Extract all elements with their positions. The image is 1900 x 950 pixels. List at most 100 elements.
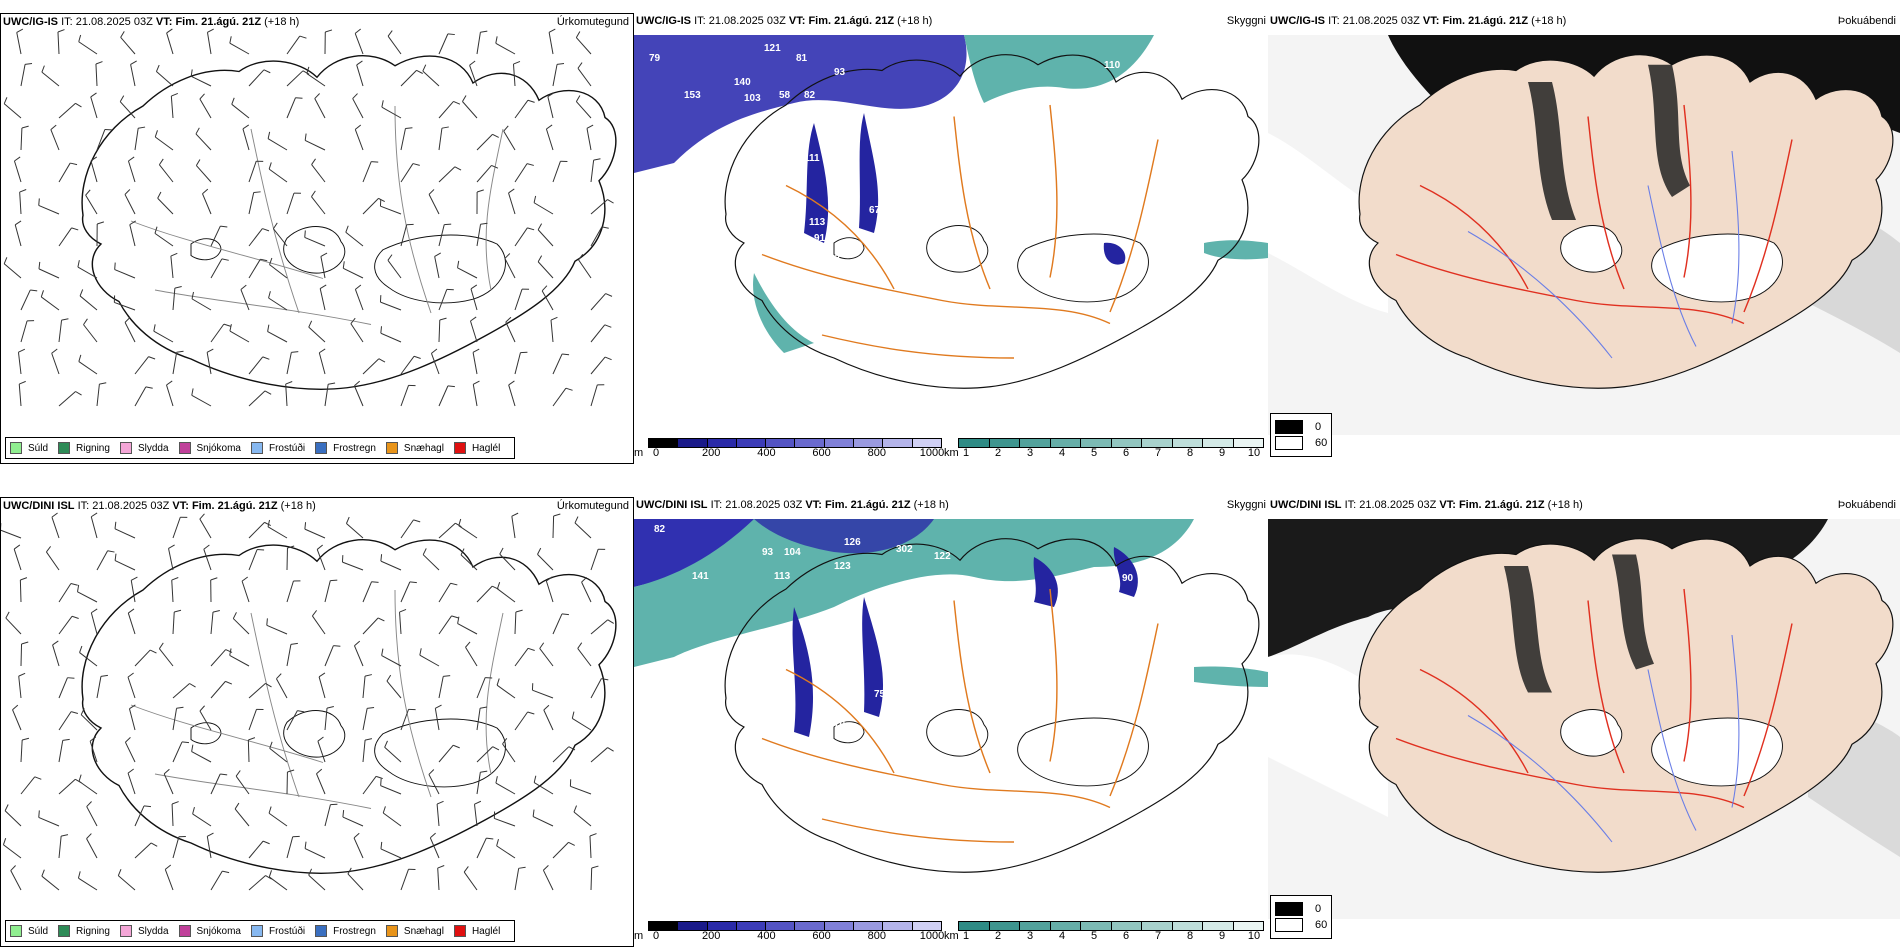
wind-barb-feather bbox=[568, 841, 575, 846]
legend-swatch bbox=[315, 442, 328, 454]
wind-barb-feather bbox=[153, 324, 156, 332]
wind-barb-feather bbox=[223, 323, 231, 327]
wind-barb-feather bbox=[444, 223, 452, 226]
colorbar-tick: 4 bbox=[1058, 930, 1066, 942]
wind-barb bbox=[318, 676, 326, 699]
wind-barb-feather bbox=[168, 544, 175, 549]
wind-barb-feather bbox=[508, 188, 515, 194]
wind-barb bbox=[575, 101, 592, 119]
wind-barb bbox=[438, 615, 452, 635]
wind-barb bbox=[499, 553, 516, 571]
wind-barb bbox=[346, 523, 364, 539]
wind-barb-feather bbox=[225, 680, 233, 685]
wind-barb-feather bbox=[264, 521, 271, 526]
wind-barb bbox=[476, 32, 481, 55]
wind-barb bbox=[134, 356, 149, 375]
wind-barb-feather bbox=[276, 673, 282, 680]
wind-barb-feather bbox=[469, 60, 476, 66]
wind-barb bbox=[400, 163, 414, 183]
wind-barb-feather bbox=[70, 162, 78, 166]
wind-barb-feather bbox=[207, 832, 214, 837]
fog-legend: 0 60 bbox=[1270, 413, 1333, 457]
colorbar-tick: 7 bbox=[1154, 447, 1162, 459]
wind-barb bbox=[590, 549, 599, 571]
wind-barb bbox=[1, 529, 22, 539]
wind-barb-feather bbox=[577, 642, 583, 649]
wind-barb bbox=[57, 32, 60, 55]
wind-barb-feather bbox=[503, 125, 509, 132]
wind-barb bbox=[170, 96, 174, 119]
wind-barb-feather bbox=[354, 124, 362, 130]
wind-barb bbox=[269, 264, 288, 279]
colorbar-segment bbox=[1172, 439, 1203, 447]
wind-barb-feather bbox=[387, 254, 393, 261]
wind-barb-feather bbox=[354, 380, 361, 387]
wind-barb bbox=[570, 785, 592, 795]
wind-barb bbox=[20, 64, 26, 87]
wind-barb-feather bbox=[90, 512, 98, 518]
wind-barb bbox=[45, 551, 60, 571]
cloud-base-label: 80 bbox=[894, 155, 906, 166]
wind-barb-feather bbox=[495, 36, 498, 44]
wind-barb-feather bbox=[287, 769, 295, 773]
wind-barb bbox=[38, 816, 60, 827]
wind-barb bbox=[353, 837, 364, 859]
wind-barb bbox=[191, 394, 212, 407]
colorbar-segment bbox=[989, 439, 1020, 447]
wind-barb bbox=[352, 98, 364, 119]
cloud-base-label: 93 bbox=[834, 67, 846, 78]
wind-barb-feather bbox=[18, 348, 26, 353]
wind-barb-feather bbox=[130, 60, 137, 65]
wind-barb-feather bbox=[308, 868, 313, 876]
fog-legend-label: 0 bbox=[1315, 421, 1322, 433]
cloud-base-label: 69 bbox=[1026, 117, 1038, 128]
wind-barb bbox=[171, 580, 174, 603]
wind-barb bbox=[235, 775, 250, 795]
wind-barb-feather bbox=[548, 28, 556, 33]
wind-barb-feather bbox=[52, 640, 59, 646]
wind-barb-feather bbox=[127, 672, 134, 678]
wind-barb-feather bbox=[51, 512, 58, 518]
wind-barb-feather bbox=[480, 770, 488, 773]
wind-barb bbox=[590, 324, 606, 343]
wind-barb-feather bbox=[260, 258, 268, 262]
wind-barb bbox=[458, 525, 478, 539]
wind-barb bbox=[511, 516, 516, 539]
wind-barb-feather bbox=[419, 648, 422, 656]
wind-barb bbox=[362, 676, 366, 699]
wind-barb-feather bbox=[428, 189, 435, 195]
wind-barb bbox=[514, 288, 523, 311]
wind-barb-feather bbox=[430, 832, 436, 839]
wind-barb-feather bbox=[364, 738, 373, 741]
cloud-base-label: 126 bbox=[844, 537, 861, 548]
wind-barb-feather bbox=[90, 156, 98, 162]
wind-barb-feather bbox=[107, 550, 115, 553]
wind-barb-feather bbox=[290, 642, 298, 645]
wind-barb bbox=[496, 845, 516, 859]
wind-barb-feather bbox=[605, 293, 613, 297]
colorbar-tick: 800 bbox=[867, 930, 886, 942]
wind-barb bbox=[380, 332, 402, 343]
wind-barb bbox=[552, 613, 563, 635]
legend-item: Frostregn bbox=[315, 925, 376, 937]
cloud-base-label: 63 bbox=[892, 260, 904, 271]
wind-barb bbox=[248, 709, 257, 731]
wind-barb bbox=[195, 133, 212, 151]
wind-barb bbox=[286, 192, 295, 215]
wind-barb bbox=[380, 560, 402, 571]
wind-barb bbox=[324, 580, 331, 603]
wind-barb bbox=[248, 522, 265, 539]
wind-barb-feather bbox=[154, 226, 158, 234]
wind-barb-feather bbox=[533, 195, 537, 203]
wind-barb bbox=[247, 739, 250, 763]
wind-barb bbox=[314, 98, 326, 119]
wind-barb-feather bbox=[148, 356, 156, 360]
wind-barb-feather bbox=[127, 768, 134, 774]
wind-barb-feather bbox=[62, 738, 70, 741]
wind-barb-feather bbox=[145, 386, 153, 389]
wind-barb bbox=[552, 387, 567, 407]
wind-barb-feather bbox=[210, 577, 218, 581]
wind-barb-feather bbox=[527, 99, 535, 103]
wind-barb bbox=[473, 804, 478, 827]
